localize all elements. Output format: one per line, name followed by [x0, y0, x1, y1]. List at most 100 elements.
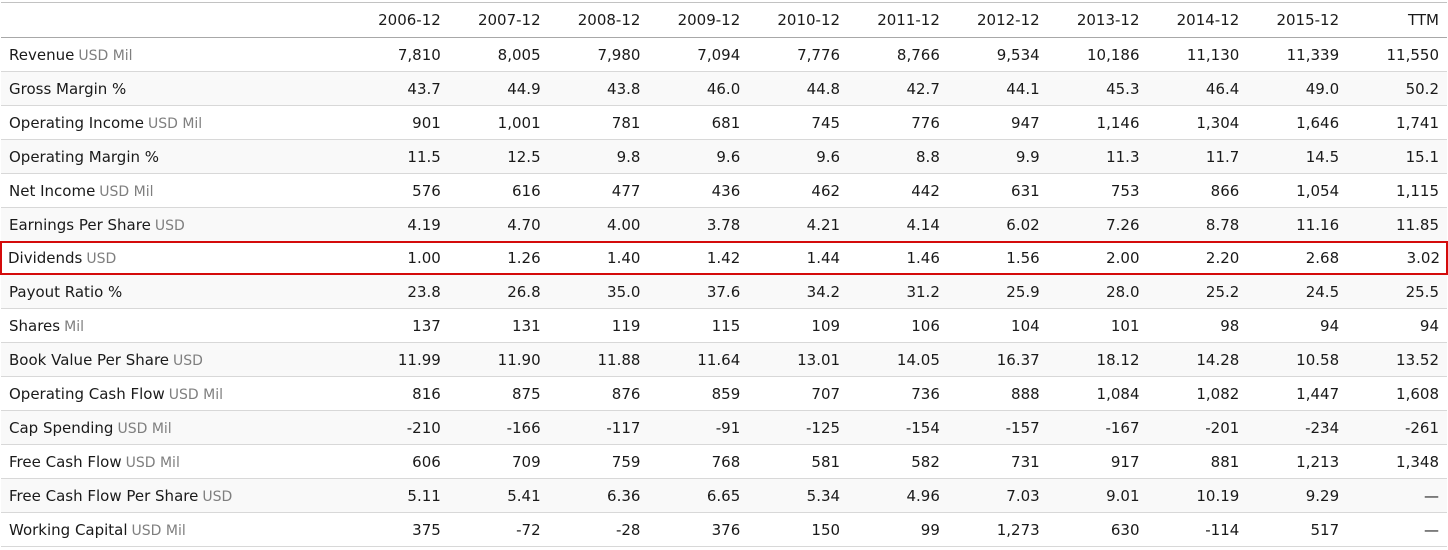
value-cell: -125	[748, 410, 849, 445]
row-unit: USD Mil	[125, 454, 180, 471]
value-cell: -117	[548, 410, 649, 445]
value-cell: 709	[448, 444, 549, 479]
value-cell: 131	[448, 308, 549, 343]
value-cell: -91	[648, 410, 749, 445]
table-row: Shares Mil 137 131 119 115 109 106 104 101 98 94 94	[1, 308, 1447, 343]
column-header: 2012-12	[947, 2, 1048, 38]
value-cell: 31.2	[848, 274, 948, 309]
row-label-cell: Working Capital USD Mil	[1, 512, 349, 547]
row-label: Operating Income	[9, 113, 144, 132]
value-cell: -201	[1147, 410, 1248, 445]
column-header: 2015-12	[1247, 2, 1348, 38]
row-label-cell: Net Income USD Mil	[1, 173, 349, 208]
value-cell: 11,339	[1247, 37, 1348, 72]
value-cell: 477	[548, 173, 649, 208]
value-cell: 6.36	[548, 478, 649, 513]
value-cell: 7.03	[947, 478, 1048, 513]
value-cell: 1.00	[349, 241, 449, 275]
value-cell: 1,001	[448, 105, 549, 140]
value-cell: -28	[548, 512, 649, 547]
table-row: Free Cash Flow USD Mil 606 709 759 768 581 582 7…	[1, 444, 1447, 479]
value-cell: 859	[648, 376, 749, 411]
corner-cell	[1, 2, 349, 38]
value-cell: 11,550	[1347, 37, 1447, 72]
table-row: Cap Spending USD Mil -210 -166 -117 -91 -125 -1…	[1, 410, 1447, 445]
value-cell: 44.9	[448, 71, 549, 106]
value-cell: 94	[1347, 308, 1447, 343]
value-cell: 4.00	[548, 207, 649, 243]
value-cell: 10.19	[1147, 478, 1248, 513]
column-header: 2009-12	[648, 2, 749, 38]
row-unit: USD Mil	[78, 47, 133, 64]
value-cell: -234	[1247, 410, 1348, 445]
value-cell: 6.65	[648, 478, 749, 513]
row-label-cell: Free Cash Flow Per Share USD	[1, 478, 349, 513]
column-header: 2014-12	[1147, 2, 1248, 38]
value-cell: 776	[848, 105, 948, 140]
value-cell: 5.34	[748, 478, 849, 513]
value-cell: 16.37	[947, 342, 1048, 377]
value-cell: 14.5	[1247, 139, 1348, 174]
value-cell: 7,094	[648, 37, 749, 72]
value-cell: 1,146	[1047, 105, 1148, 140]
value-cell: 888	[947, 376, 1048, 411]
value-cell: 1,304	[1147, 105, 1248, 140]
row-label: Operating Margin %	[9, 147, 160, 166]
row-label: Dividends	[8, 248, 83, 267]
value-cell: 42.7	[848, 71, 948, 106]
value-cell: 3.02	[1347, 241, 1448, 275]
column-header: 2008-12	[548, 2, 649, 38]
value-cell: 2.68	[1247, 241, 1348, 275]
row-unit: USD Mil	[99, 183, 154, 200]
value-cell: 10,186	[1047, 37, 1148, 72]
value-cell: 14.05	[848, 342, 948, 377]
value-cell: 11.7	[1147, 139, 1248, 174]
value-cell: 7,810	[349, 37, 449, 72]
value-cell: 25.5	[1347, 274, 1447, 309]
value-cell: 11.64	[648, 342, 749, 377]
value-cell: 576	[349, 173, 449, 208]
value-cell: 1.46	[848, 241, 948, 275]
column-header: TTM	[1347, 2, 1447, 38]
value-cell: 9.9	[947, 139, 1048, 174]
value-cell: 13.52	[1347, 342, 1447, 377]
row-label-cell: Operating Cash Flow USD Mil	[1, 376, 349, 411]
value-cell: 11.3	[1047, 139, 1148, 174]
value-cell: 10.58	[1247, 342, 1348, 377]
row-label: Book Value Per Share	[9, 350, 170, 369]
value-cell: 1.56	[947, 241, 1048, 275]
value-cell: 8.8	[848, 139, 948, 174]
row-label: Operating Cash Flow	[9, 384, 165, 403]
value-cell: -157	[947, 410, 1048, 445]
value-cell: 25.2	[1147, 274, 1248, 309]
value-cell: 781	[548, 105, 649, 140]
value-cell: 99	[848, 512, 948, 547]
value-cell: 753	[1047, 173, 1148, 208]
value-cell: 881	[1147, 444, 1248, 479]
value-cell: 517	[1247, 512, 1348, 547]
value-cell: 18.12	[1047, 342, 1148, 377]
value-cell: 15.1	[1347, 139, 1447, 174]
value-cell: 745	[748, 105, 849, 140]
value-cell: 736	[848, 376, 948, 411]
value-cell: 866	[1147, 173, 1248, 208]
row-label-cell: Payout Ratio %	[1, 274, 349, 309]
value-cell: 8.78	[1147, 207, 1248, 243]
table-row: Earnings Per Share USD 4.19 4.70 4.00 3.78 4.2…	[1, 207, 1447, 243]
value-cell: 104	[947, 308, 1048, 343]
value-cell: 9.29	[1247, 478, 1348, 513]
row-label: Revenue	[9, 45, 75, 64]
value-cell: 2.00	[1047, 241, 1148, 275]
value-cell: 11.5	[349, 139, 449, 174]
row-label: Earnings Per Share	[9, 215, 151, 234]
value-cell: 917	[1047, 444, 1148, 479]
value-cell: 1,646	[1247, 105, 1348, 140]
value-cell: 1.44	[748, 241, 849, 275]
value-cell: 4.96	[848, 478, 948, 513]
value-cell: -114	[1147, 512, 1248, 547]
value-cell: 101	[1047, 308, 1148, 343]
value-cell: 50.2	[1347, 71, 1447, 106]
value-cell: 1,213	[1247, 444, 1348, 479]
row-unit: USD Mil	[131, 522, 186, 539]
value-cell: 8,005	[448, 37, 549, 72]
